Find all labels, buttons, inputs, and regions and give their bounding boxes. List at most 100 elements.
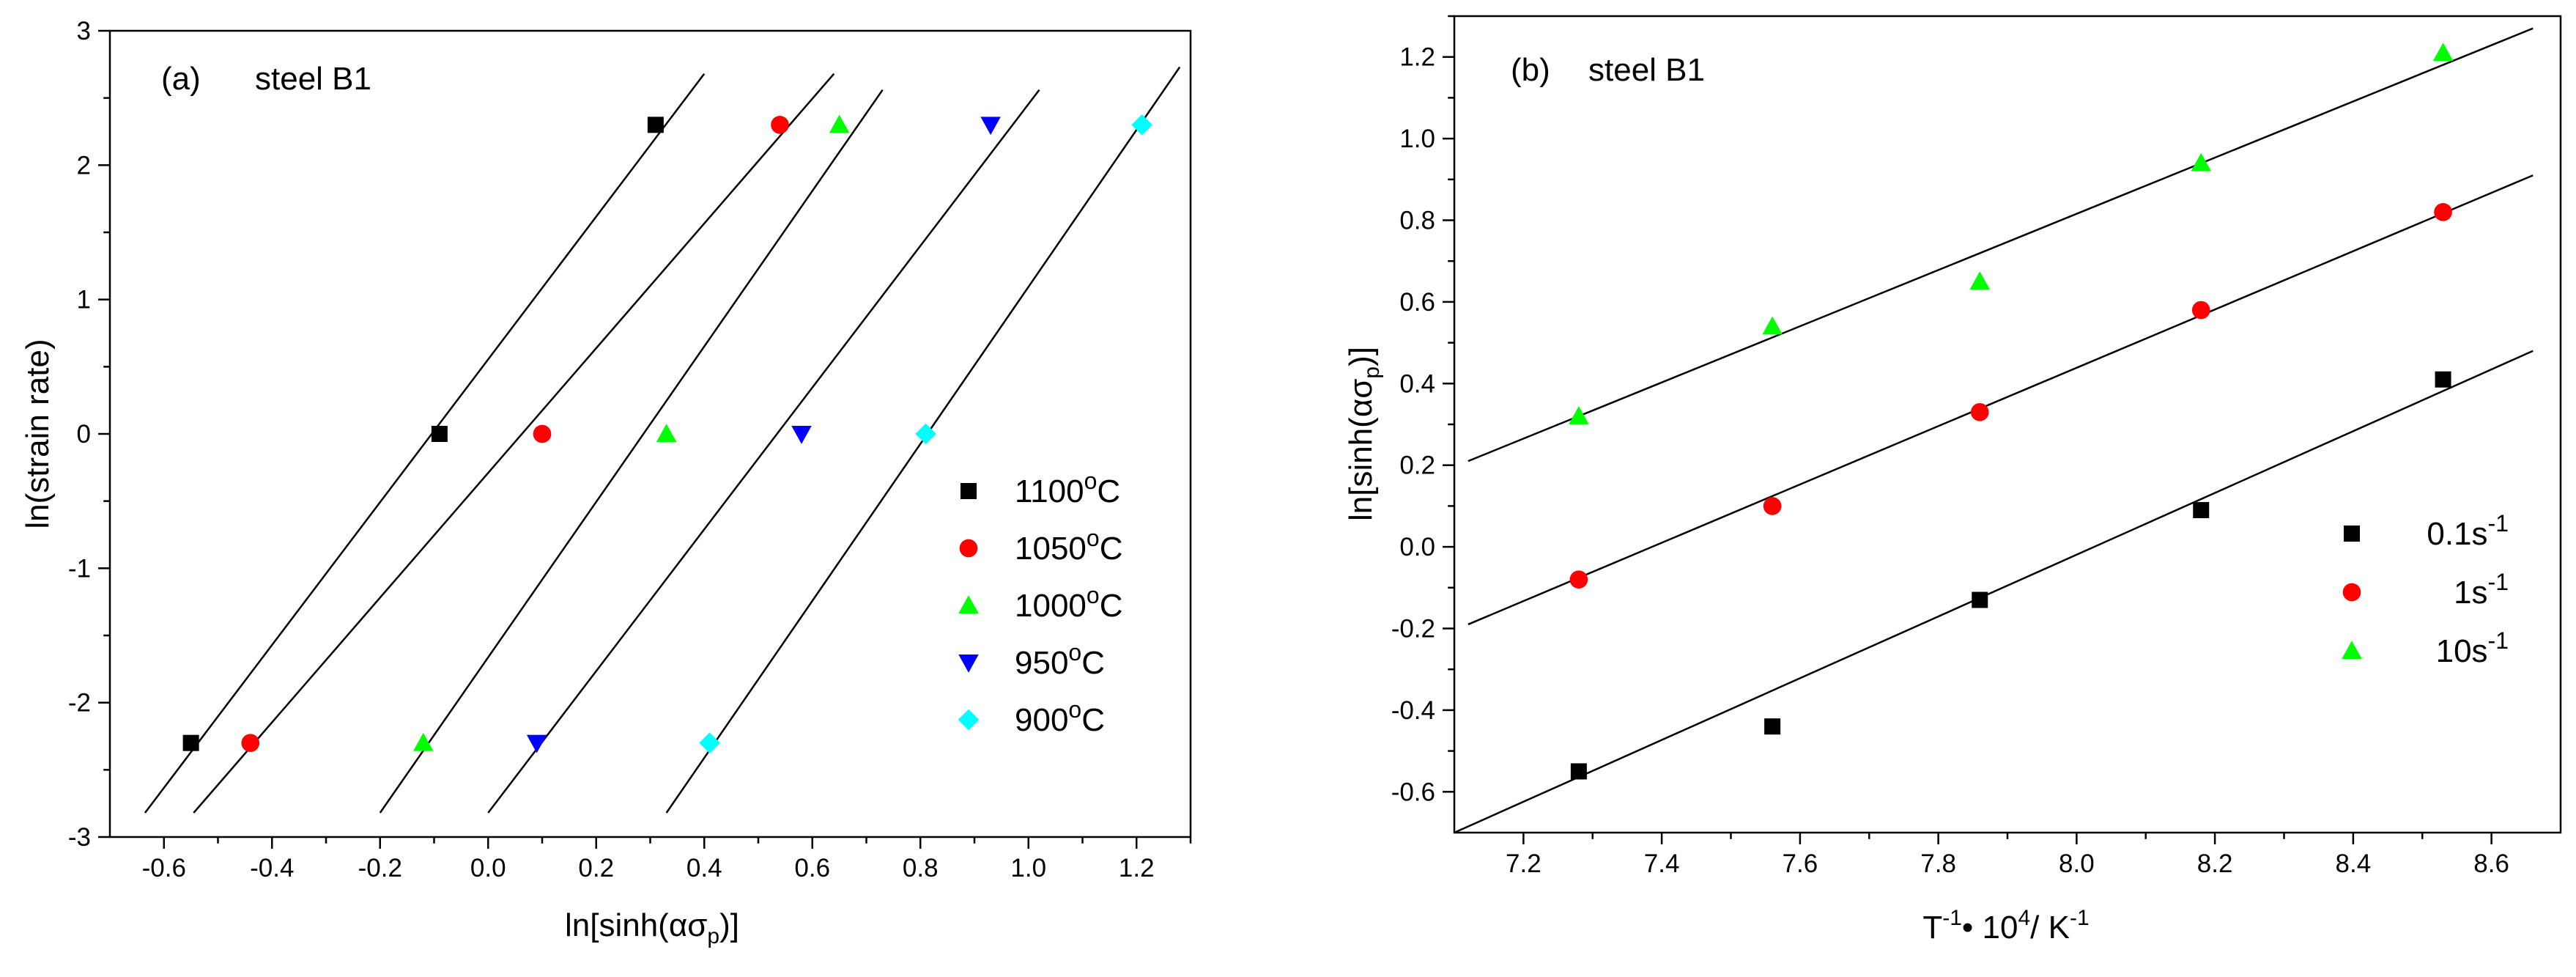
x-tick-label: 0.8 — [903, 854, 939, 882]
y-tick-label: -0.2 — [1391, 615, 1435, 644]
data-point-series-2 — [1569, 406, 1589, 424]
fit-line-series-2 — [1467, 27, 2534, 462]
x-tick-label: 0.6 — [794, 854, 830, 882]
panel-a-ticks — [98, 29, 1192, 849]
x-tick-label: 7.2 — [1506, 849, 1541, 878]
data-point-series-0 — [2435, 371, 2451, 388]
data-point-series-0 — [431, 426, 448, 442]
data-point-series-1 — [771, 116, 789, 134]
panel-b-x-tick-labels: 7.2 7.4 7.6 7.8 8.0 8.2 8.4 8.6 — [1506, 849, 2509, 878]
data-point-series-1 — [1970, 402, 1989, 421]
data-point-series-0 — [1570, 763, 1587, 780]
legend-marker-series-4 — [958, 709, 980, 731]
y-tick-label: 2 — [77, 151, 91, 180]
data-point-series-1 — [1569, 570, 1588, 589]
data-point-series-0 — [2193, 501, 2210, 518]
x-tick-label: 7.4 — [1644, 849, 1680, 878]
x-tick-label: 0.4 — [686, 854, 722, 882]
y-tick-label: 1.0 — [1399, 125, 1435, 153]
panel-a-plot-frame — [108, 29, 1192, 838]
y-tick-label: 0 — [77, 420, 91, 449]
legend-label-series-0: 0.1s-1 — [2427, 510, 2509, 552]
y-tick-label: 0.4 — [1399, 369, 1435, 398]
data-point-series-1 — [1763, 497, 1782, 515]
panel-a-label: (a) — [161, 61, 201, 97]
data-point-series-2 — [413, 732, 434, 751]
legend-marker-series-0 — [2344, 526, 2360, 542]
panel-b-y-tick-labels: -0.6 -0.4 -0.2 0.0 0.2 0.4 0.6 0.8 1.0 1.2 — [1391, 43, 1435, 807]
legend-marker-series-1 — [2342, 583, 2361, 602]
x-tick-label: 8.0 — [2059, 849, 2095, 878]
legend-marker-series-2 — [2342, 641, 2362, 659]
fit-line-series-0 — [144, 73, 706, 814]
y-tick-label: -0.4 — [1391, 696, 1435, 725]
x-tick-label: 8.4 — [2336, 849, 2372, 878]
data-point-series-2 — [829, 114, 850, 133]
y-tick-label: 3 — [77, 17, 91, 45]
data-point-series-0 — [1764, 718, 1781, 735]
x-tick-label: -0.2 — [358, 854, 402, 882]
x-tick-label: 7.6 — [1783, 849, 1818, 878]
data-point-series-3 — [980, 117, 1001, 136]
panel-a-legend: 1100oC 1050oC 1000oC 950oC 900oC — [958, 468, 1122, 738]
panel-a-title: steel B1 — [255, 61, 371, 97]
fit-line-series-0 — [1454, 350, 2534, 834]
panel-b-data-points — [1569, 43, 2454, 780]
panel-a-y-axis-title: ln(strain rate) — [20, 339, 56, 528]
panel-b-legend: 0.1s-1 1s-1 10s-1 — [2342, 510, 2509, 669]
panel-a-y-tick-labels: -3 -2 -1 0 1 2 3 — [68, 17, 91, 852]
panel-b-x-axis-title: T-1• 104/ K-1 — [1922, 906, 2089, 945]
data-point-series-0 — [647, 117, 664, 133]
data-point-series-4 — [1131, 114, 1152, 136]
panel-a-data-points — [182, 114, 1152, 753]
data-point-series-3 — [791, 426, 812, 444]
y-tick-label: -1 — [68, 554, 91, 583]
x-tick-label: 8.6 — [2473, 849, 2509, 878]
panel-b-ticks — [1443, 15, 2492, 844]
y-tick-label: 1.2 — [1399, 43, 1435, 72]
data-point-series-3 — [526, 734, 547, 753]
legend-marker-series-0 — [961, 483, 977, 499]
data-point-series-4 — [915, 423, 936, 445]
y-tick-label: 0.0 — [1399, 533, 1435, 561]
x-tick-label: -0.6 — [142, 854, 186, 882]
x-tick-label: -0.4 — [250, 854, 294, 882]
data-point-series-1 — [2191, 301, 2210, 320]
panel-b-label: (b) — [1511, 52, 1550, 88]
y-tick-label: 0.2 — [1399, 451, 1435, 480]
y-tick-label: 1 — [77, 286, 91, 314]
legend-label-series-4: 900oC — [1015, 696, 1105, 738]
legend-label-series-2: 10s-1 — [2436, 627, 2509, 669]
data-point-series-2 — [656, 424, 677, 442]
legend-label-series-0: 1100oC — [1015, 468, 1120, 509]
data-point-series-4 — [699, 732, 720, 753]
fit-line-series-2 — [379, 89, 884, 814]
data-point-series-0 — [1972, 591, 1988, 608]
legend-marker-series-3 — [958, 655, 979, 673]
data-point-series-2 — [1969, 271, 1990, 290]
chart-panel-b: 7.2 7.4 7.6 7.8 8.0 8.2 8.4 8.6 -0.6 -0.4 -0.2 0.0… — [1343, 15, 2562, 945]
x-tick-label: 0.0 — [470, 854, 506, 882]
x-tick-label: 7.8 — [1920, 849, 1956, 878]
legend-marker-series-1 — [959, 539, 978, 558]
data-point-series-2 — [2432, 43, 2454, 62]
x-tick-label: 8.2 — [2197, 849, 2233, 878]
data-point-series-0 — [182, 734, 199, 751]
data-point-series-2 — [1762, 316, 1783, 335]
y-tick-label: -2 — [68, 689, 91, 718]
panel-b-plot-frame — [1453, 15, 2562, 834]
data-point-series-2 — [2191, 152, 2211, 172]
data-point-series-1 — [533, 424, 552, 443]
legend-marker-series-2 — [958, 595, 979, 613]
fit-line-series-1 — [1467, 174, 2534, 626]
chart-panel-a: -0.6 -0.4 -0.2 0.0 0.2 0.4 0.6 0.8 1.0 1.2 -3 -2 -1… — [20, 17, 1192, 948]
legend-label-series-1: 1050oC — [1015, 525, 1122, 567]
panel-a-x-tick-labels: -0.6 -0.4 -0.2 0.0 0.2 0.4 0.6 0.8 1.0 1.2 — [142, 854, 1155, 882]
panel-b-fit-lines — [1454, 27, 2534, 834]
y-tick-label: -0.6 — [1391, 778, 1435, 806]
panel-b-title: steel B1 — [1588, 52, 1705, 88]
data-point-series-1 — [241, 734, 260, 752]
data-point-series-1 — [2434, 203, 2452, 221]
